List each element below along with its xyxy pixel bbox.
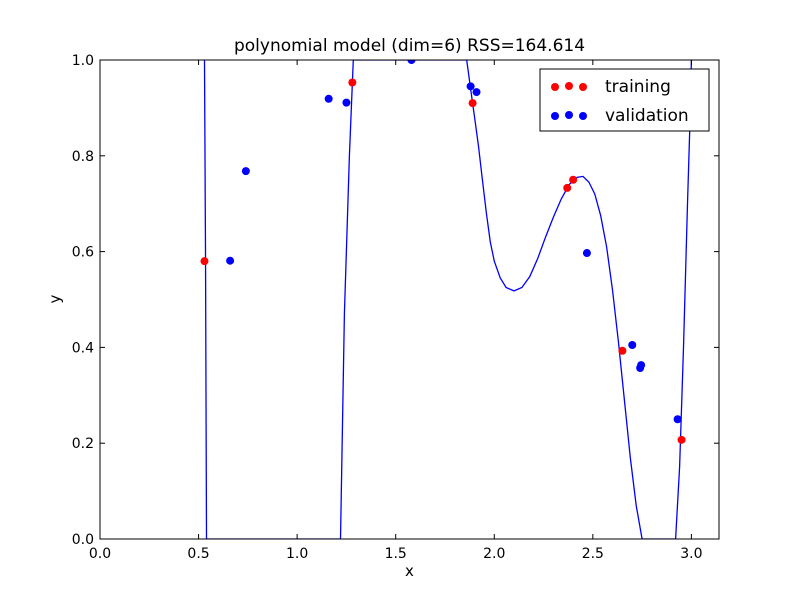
validation-point — [582, 249, 591, 258]
training-point — [677, 435, 686, 444]
x-tick-label: 0.0 — [89, 546, 111, 562]
y-tick-label: 0.6 — [72, 245, 94, 261]
y-tick-label: 0.0 — [72, 532, 94, 548]
y-axis-label: y — [46, 294, 64, 303]
training-point — [618, 346, 627, 355]
y-tick-label: 0.2 — [72, 436, 94, 452]
validation-point — [466, 82, 475, 91]
training-point — [569, 175, 578, 184]
x-tick-label: 1.5 — [385, 546, 407, 562]
legend-training-dot — [551, 83, 559, 91]
plot-area — [100, 60, 719, 539]
validation-point — [407, 60, 416, 64]
chart-title: polynomial model (dim=6) RSS=164.614 — [234, 36, 585, 56]
validation-point — [324, 94, 333, 103]
training-point — [563, 183, 572, 192]
validation-point — [472, 88, 481, 97]
points-layer — [200, 60, 686, 444]
plot-frame — [99, 59, 720, 540]
legend-training-marker — [551, 82, 587, 91]
validation-point — [226, 256, 235, 265]
y-tick-label: 1.0 — [72, 53, 94, 69]
validation-point — [637, 361, 646, 370]
validation-point — [342, 98, 351, 107]
x-tick-label: 3.0 — [680, 546, 702, 562]
x-tick-label: 1.0 — [286, 546, 308, 562]
legend-validation-dot — [551, 112, 559, 120]
training-point — [468, 99, 477, 108]
x-ticks: 0.0 0.5 1.0 1.5 2.0 2.5 3.0 — [89, 60, 703, 562]
legend-validation-dot — [579, 112, 587, 120]
validation-point — [673, 415, 682, 424]
legend-label-validation: validation — [605, 106, 689, 126]
legend: training validation — [539, 68, 710, 132]
x-tick-label: 2.5 — [582, 546, 604, 562]
x-tick-label: 0.5 — [187, 546, 209, 562]
training-point — [200, 257, 209, 266]
legend-validation-marker — [551, 111, 587, 120]
legend-validation-dot — [565, 111, 573, 119]
legend-training-dot — [579, 83, 587, 91]
validation-point — [241, 167, 250, 176]
legend-box — [539, 68, 710, 132]
model-curve — [203, 60, 693, 539]
x-axis-label: x — [405, 562, 414, 580]
legend-training-dot — [565, 82, 573, 90]
x-tick-label: 2.0 — [483, 546, 505, 562]
y-ticks: 0.0 0.2 0.4 0.6 0.8 1.0 — [72, 53, 719, 548]
y-tick-label: 0.8 — [72, 149, 94, 165]
validation-point — [628, 341, 637, 350]
y-tick-label: 0.4 — [72, 340, 94, 356]
curve-layer — [203, 60, 693, 539]
legend-label-training: training — [605, 77, 671, 97]
training-point — [348, 78, 357, 87]
